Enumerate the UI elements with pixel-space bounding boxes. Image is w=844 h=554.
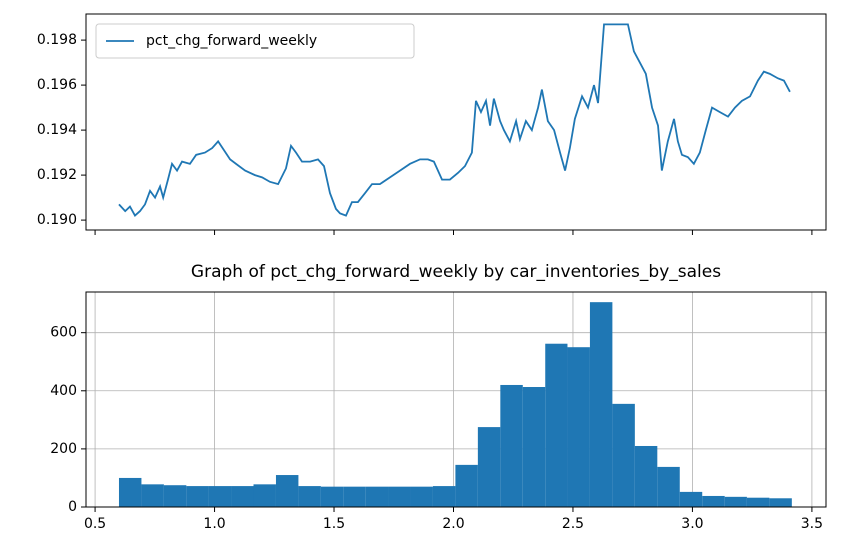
bar bbox=[612, 403, 635, 507]
bar bbox=[679, 491, 703, 507]
bar bbox=[522, 387, 546, 507]
y-tick-label: 0.196 bbox=[37, 77, 77, 93]
y-tick-label: 0 bbox=[68, 499, 77, 515]
bar bbox=[365, 486, 389, 507]
bar bbox=[388, 486, 411, 507]
x-tick-label: 2.5 bbox=[562, 516, 584, 532]
bar bbox=[432, 486, 456, 507]
y-tick-label: 0.190 bbox=[37, 212, 77, 228]
bar bbox=[724, 496, 747, 507]
bar bbox=[455, 464, 478, 507]
bar bbox=[410, 486, 433, 507]
bar bbox=[253, 484, 276, 507]
y-tick-label: 0.198 bbox=[37, 32, 77, 48]
bar bbox=[231, 486, 254, 507]
bar bbox=[769, 498, 792, 507]
axes-frame bbox=[85, 291, 827, 508]
x-tick-label: 1.0 bbox=[203, 516, 225, 532]
y-tick-label: 200 bbox=[50, 441, 77, 457]
bar bbox=[343, 486, 366, 507]
x-tick-label: 0.5 bbox=[84, 516, 106, 532]
chart-title: Graph of pct_chg_forward_weekly by car_i… bbox=[191, 262, 721, 282]
bar bbox=[320, 486, 344, 507]
bar bbox=[275, 475, 299, 507]
bar bbox=[567, 347, 590, 507]
y-tick-label: 600 bbox=[50, 325, 77, 341]
line-series bbox=[118, 23, 791, 218]
bar bbox=[163, 485, 187, 507]
bar bbox=[702, 495, 725, 507]
bar bbox=[298, 486, 321, 507]
bar bbox=[657, 466, 680, 507]
bar bbox=[746, 497, 770, 507]
bar bbox=[500, 384, 523, 507]
bar bbox=[589, 302, 613, 507]
x-tick-label: 2.0 bbox=[442, 516, 464, 532]
bar bbox=[477, 427, 501, 507]
axes-frame bbox=[85, 13, 827, 231]
bar bbox=[186, 486, 209, 507]
legend-box bbox=[95, 23, 415, 59]
bar bbox=[634, 445, 658, 507]
bar bbox=[545, 343, 568, 507]
x-tick-label: 3.5 bbox=[801, 516, 823, 532]
x-tick-label: 1.5 bbox=[323, 516, 345, 532]
legend-label: pct_chg_forward_weekly bbox=[146, 33, 317, 49]
bar bbox=[141, 484, 164, 507]
bar bbox=[118, 477, 142, 507]
bar bbox=[208, 486, 232, 507]
y-tick-label: 0.192 bbox=[37, 167, 77, 183]
y-tick-label: 400 bbox=[50, 383, 77, 399]
x-tick-label: 3.0 bbox=[681, 516, 703, 532]
y-tick-label: 0.194 bbox=[37, 122, 77, 138]
